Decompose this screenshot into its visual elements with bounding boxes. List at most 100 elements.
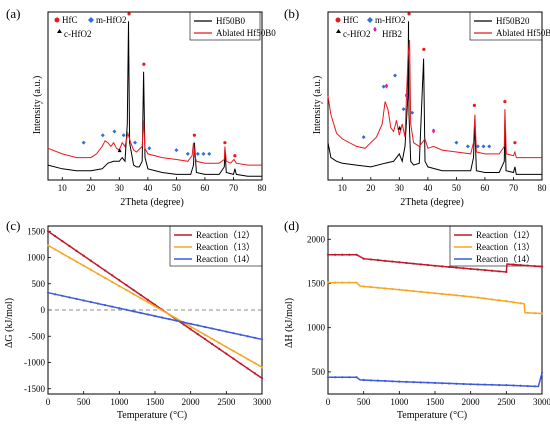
phase-b-3: HfB2 — [382, 29, 402, 39]
series-marker-d-1-26 — [512, 301, 515, 304]
series-marker-d-2-29 — [533, 385, 536, 388]
phase-a-2: c-HfO2 — [64, 29, 92, 39]
series-marker-c-1-13 — [139, 297, 142, 300]
series-marker-c-1-14 — [146, 301, 149, 304]
xtick-label-c-2: 1000 — [110, 397, 129, 407]
series-marker-c-0-26 — [232, 357, 235, 360]
series-marker-d-1-20 — [469, 295, 472, 298]
series-marker-c-1-27 — [239, 353, 242, 357]
series-marker-d-0-8 — [383, 259, 387, 262]
series-marker-d-1-2 — [341, 281, 344, 284]
series-marker-d-2-21 — [476, 383, 479, 386]
xtick-label-b-0: 10 — [338, 183, 348, 193]
xtick-label-a-6: 70 — [229, 183, 239, 193]
series-marker-d-1-12 — [412, 289, 415, 293]
ytick-label-c-3: 0 — [41, 305, 46, 315]
panel-label-b: (b) — [284, 6, 299, 21]
xtick-label-b-2: 30 — [395, 183, 405, 193]
series-marker-d-2-3 — [348, 376, 351, 379]
series-marker-d-1-6 — [369, 285, 372, 289]
series-marker-c-1-5 — [82, 264, 85, 267]
series-marker-d-0-6 — [369, 258, 372, 261]
series-marker-c-2-24 — [218, 328, 221, 332]
series-marker-c-2-29 — [253, 336, 256, 339]
xtick-label-d-6: 3000 — [533, 397, 550, 407]
series-marker-c-2-20 — [189, 322, 192, 325]
xtick-label-a-1: 20 — [86, 183, 96, 193]
legend-b: Hf50B20 Ablated Hf50B20 — [469, 11, 550, 41]
series-marker-d-0-23 — [490, 269, 494, 272]
legend-c-text-1: Reaction（13） — [196, 242, 255, 252]
series-marker-c-0-25 — [225, 352, 228, 355]
series-marker-d-1-4 — [355, 281, 358, 284]
series-marker-d-0-26 — [512, 263, 515, 266]
series-marker-d-1-7 — [376, 286, 380, 289]
peak-hfb2-35 — [432, 128, 436, 134]
xtick-label-d-0: 0 — [326, 397, 331, 407]
peak-mhfo2-5 — [81, 140, 86, 145]
series-marker-c-2-1 — [54, 293, 57, 296]
series-marker-d-2-2 — [341, 376, 344, 379]
series-marker-d-0-11 — [405, 261, 408, 265]
series-marker-c-0-11 — [125, 284, 128, 287]
xtick-label-c-5: 2500 — [217, 397, 236, 407]
legend-b-text-1: Ablated Hf50B20 — [496, 28, 550, 38]
series-marker-c-2-9 — [111, 305, 114, 308]
series-marker-c-1-11 — [125, 288, 128, 292]
series-marker-d-2-24 — [498, 383, 501, 387]
series-marker-c-1-30 — [260, 366, 264, 369]
series-marker-c-2-3 — [68, 296, 71, 299]
series-marker-c-1-3 — [68, 256, 71, 259]
xtick-label-b-1: 20 — [366, 183, 376, 193]
xtick-label-a-2: 30 — [115, 183, 125, 193]
peak-hfc-4 — [233, 154, 237, 158]
ylabel-c: ΔG (kJ/mol) — [4, 298, 15, 348]
ytick-label-d-2: 1500 — [307, 278, 326, 288]
legend-box-a — [189, 11, 261, 41]
series-marker-c-0-0 — [46, 230, 50, 233]
series-marker-d-1-13 — [419, 290, 422, 293]
peak-mhfo2-8 — [121, 133, 126, 138]
series-marker-d-2-9 — [391, 380, 394, 383]
series-marker-c-0-6 — [89, 259, 92, 262]
peak-mhfo2-27 — [454, 140, 459, 145]
series-marker-d-1-22 — [483, 297, 487, 300]
series-marker-c-0-20 — [189, 328, 192, 331]
xtick-label-a-3: 40 — [143, 183, 153, 193]
peak-hfc-2 — [192, 133, 196, 137]
series-marker-c-2-8 — [103, 304, 107, 307]
series-marker-d-2-18 — [455, 382, 458, 385]
phase-a-1: m-HfO2 — [96, 15, 127, 25]
series-marker-d-0-21 — [476, 268, 479, 271]
series-marker-c-0-12 — [132, 288, 135, 292]
xtick-label-a-0: 10 — [58, 183, 68, 193]
peak-mhfo2-25 — [401, 107, 406, 112]
series-marker-c-1-29 — [253, 362, 256, 365]
series-marker-d-1-9 — [391, 287, 394, 291]
legend-d-text-2: Reaction（14） — [476, 254, 535, 264]
phase-legend-a: HfC m-HfO2 c-HfO2 — [54, 15, 127, 39]
series-marker-d-2-26 — [512, 384, 515, 387]
ylabel-d: ΔH (kJ/mol) — [284, 298, 295, 348]
series-marker-c-2-13 — [139, 311, 142, 315]
xtick-label-d-4: 2000 — [462, 397, 481, 407]
phase-b-1: m-HfO2 — [375, 15, 406, 25]
series-marker-c-1-4 — [75, 260, 78, 263]
mhfo2-marker-icon — [88, 17, 94, 23]
xtick-label-b-7: 80 — [538, 183, 548, 193]
series-marker-c-1-18 — [175, 317, 178, 320]
series-marker-c-2-16 — [161, 316, 164, 319]
series-marker-d-2-11 — [405, 380, 408, 383]
hfc-marker-icon — [335, 17, 341, 23]
series-marker-d-2-23 — [490, 383, 494, 386]
series-marker-c-2-26 — [232, 332, 235, 335]
series-marker-c-1-2 — [61, 252, 64, 255]
peak-mhfo2-13 — [195, 151, 200, 156]
xtick-label-a-5: 60 — [200, 183, 210, 193]
ytick-label-d-0: 500 — [312, 367, 326, 377]
series-marker-d-0-5 — [362, 257, 365, 260]
peak-mhfo2-11 — [174, 148, 179, 153]
series-marker-c-2-27 — [239, 333, 242, 336]
series-marker-d-2-14 — [426, 381, 429, 384]
